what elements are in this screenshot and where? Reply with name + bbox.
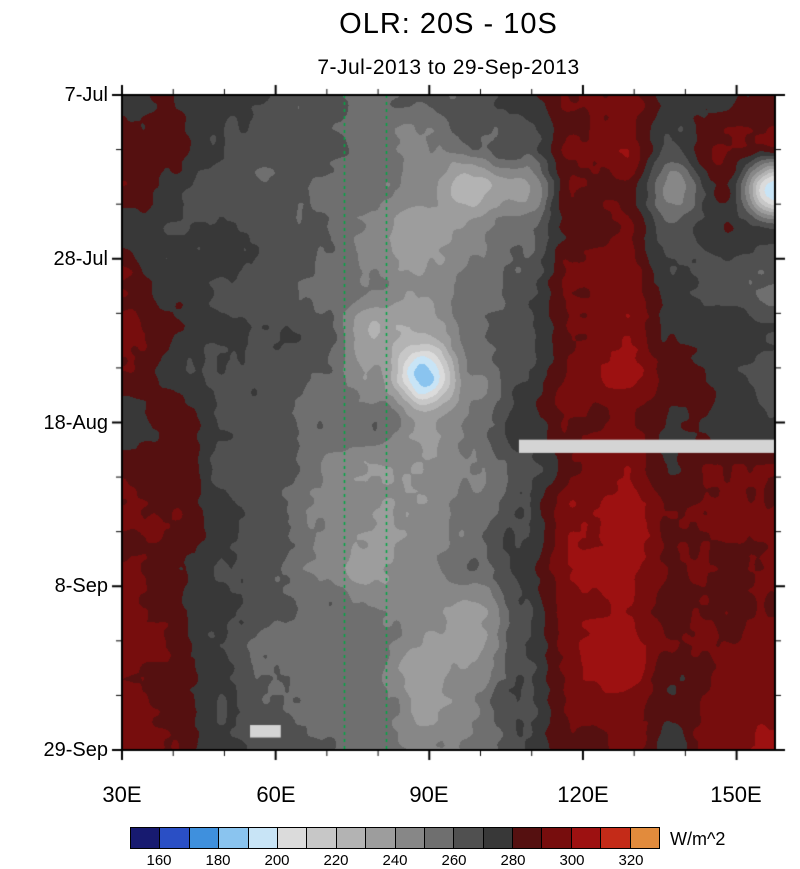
cbar-tick-160: 160 (146, 852, 172, 869)
colorbar-segment (131, 828, 161, 848)
xtick-label-90e: 90E (409, 782, 449, 807)
ytick-label-28jul: 28-Jul (53, 248, 108, 270)
colorbar-segment (424, 828, 455, 848)
cbar-tick-320: 320 (618, 852, 644, 869)
cbar-tick-180: 180 (205, 852, 231, 869)
colorbar-segment (277, 828, 308, 848)
xtick-label-120e: 120E (557, 782, 609, 807)
ytick-label-18aug: 18-Aug (43, 412, 109, 434)
cbar-tick-200: 200 (264, 852, 290, 869)
colorbar-segment (189, 828, 220, 848)
colorbar-segment (513, 828, 543, 848)
colorbar-segment (219, 828, 249, 848)
colorbar-segment (601, 828, 631, 848)
colorbar-segment (307, 828, 337, 848)
colorbar-segment (160, 828, 190, 848)
cbar-tick-240: 240 (382, 852, 408, 869)
cbar-tick-280: 280 (500, 852, 526, 869)
xtick-label-60e: 60E (256, 782, 296, 807)
xtick-label-30e: 30E (102, 782, 142, 807)
xtick-label-150e: 150E (710, 782, 762, 807)
cbar-tick-300: 300 (559, 852, 585, 869)
colorbar-segment (248, 828, 278, 848)
chart-title: OLR: 20S - 10S (339, 8, 558, 40)
ytick-label-7jul: 7-Jul (64, 84, 108, 106)
cbar-tick-220: 220 (323, 852, 349, 869)
colorbar (130, 827, 660, 849)
colorbar-segment (630, 828, 660, 848)
ytick-label-8sep: 8-Sep (54, 575, 108, 597)
chart-subtitle: 7-Jul-2013 to 29-Sep-2013 (317, 56, 580, 79)
cbar-tick-260: 260 (441, 852, 467, 869)
colorbar-segment (366, 828, 396, 848)
colorbar-segment (454, 828, 484, 848)
colorbar-segment (336, 828, 367, 848)
colorbar-segment (395, 828, 425, 848)
colorbar-segment (483, 828, 514, 848)
colorbar-units-label: W/m^2 (670, 829, 726, 849)
colorbar-segment (542, 828, 572, 848)
colorbar-segment (571, 828, 602, 848)
ytick-label-29sep: 29-Sep (43, 739, 109, 761)
